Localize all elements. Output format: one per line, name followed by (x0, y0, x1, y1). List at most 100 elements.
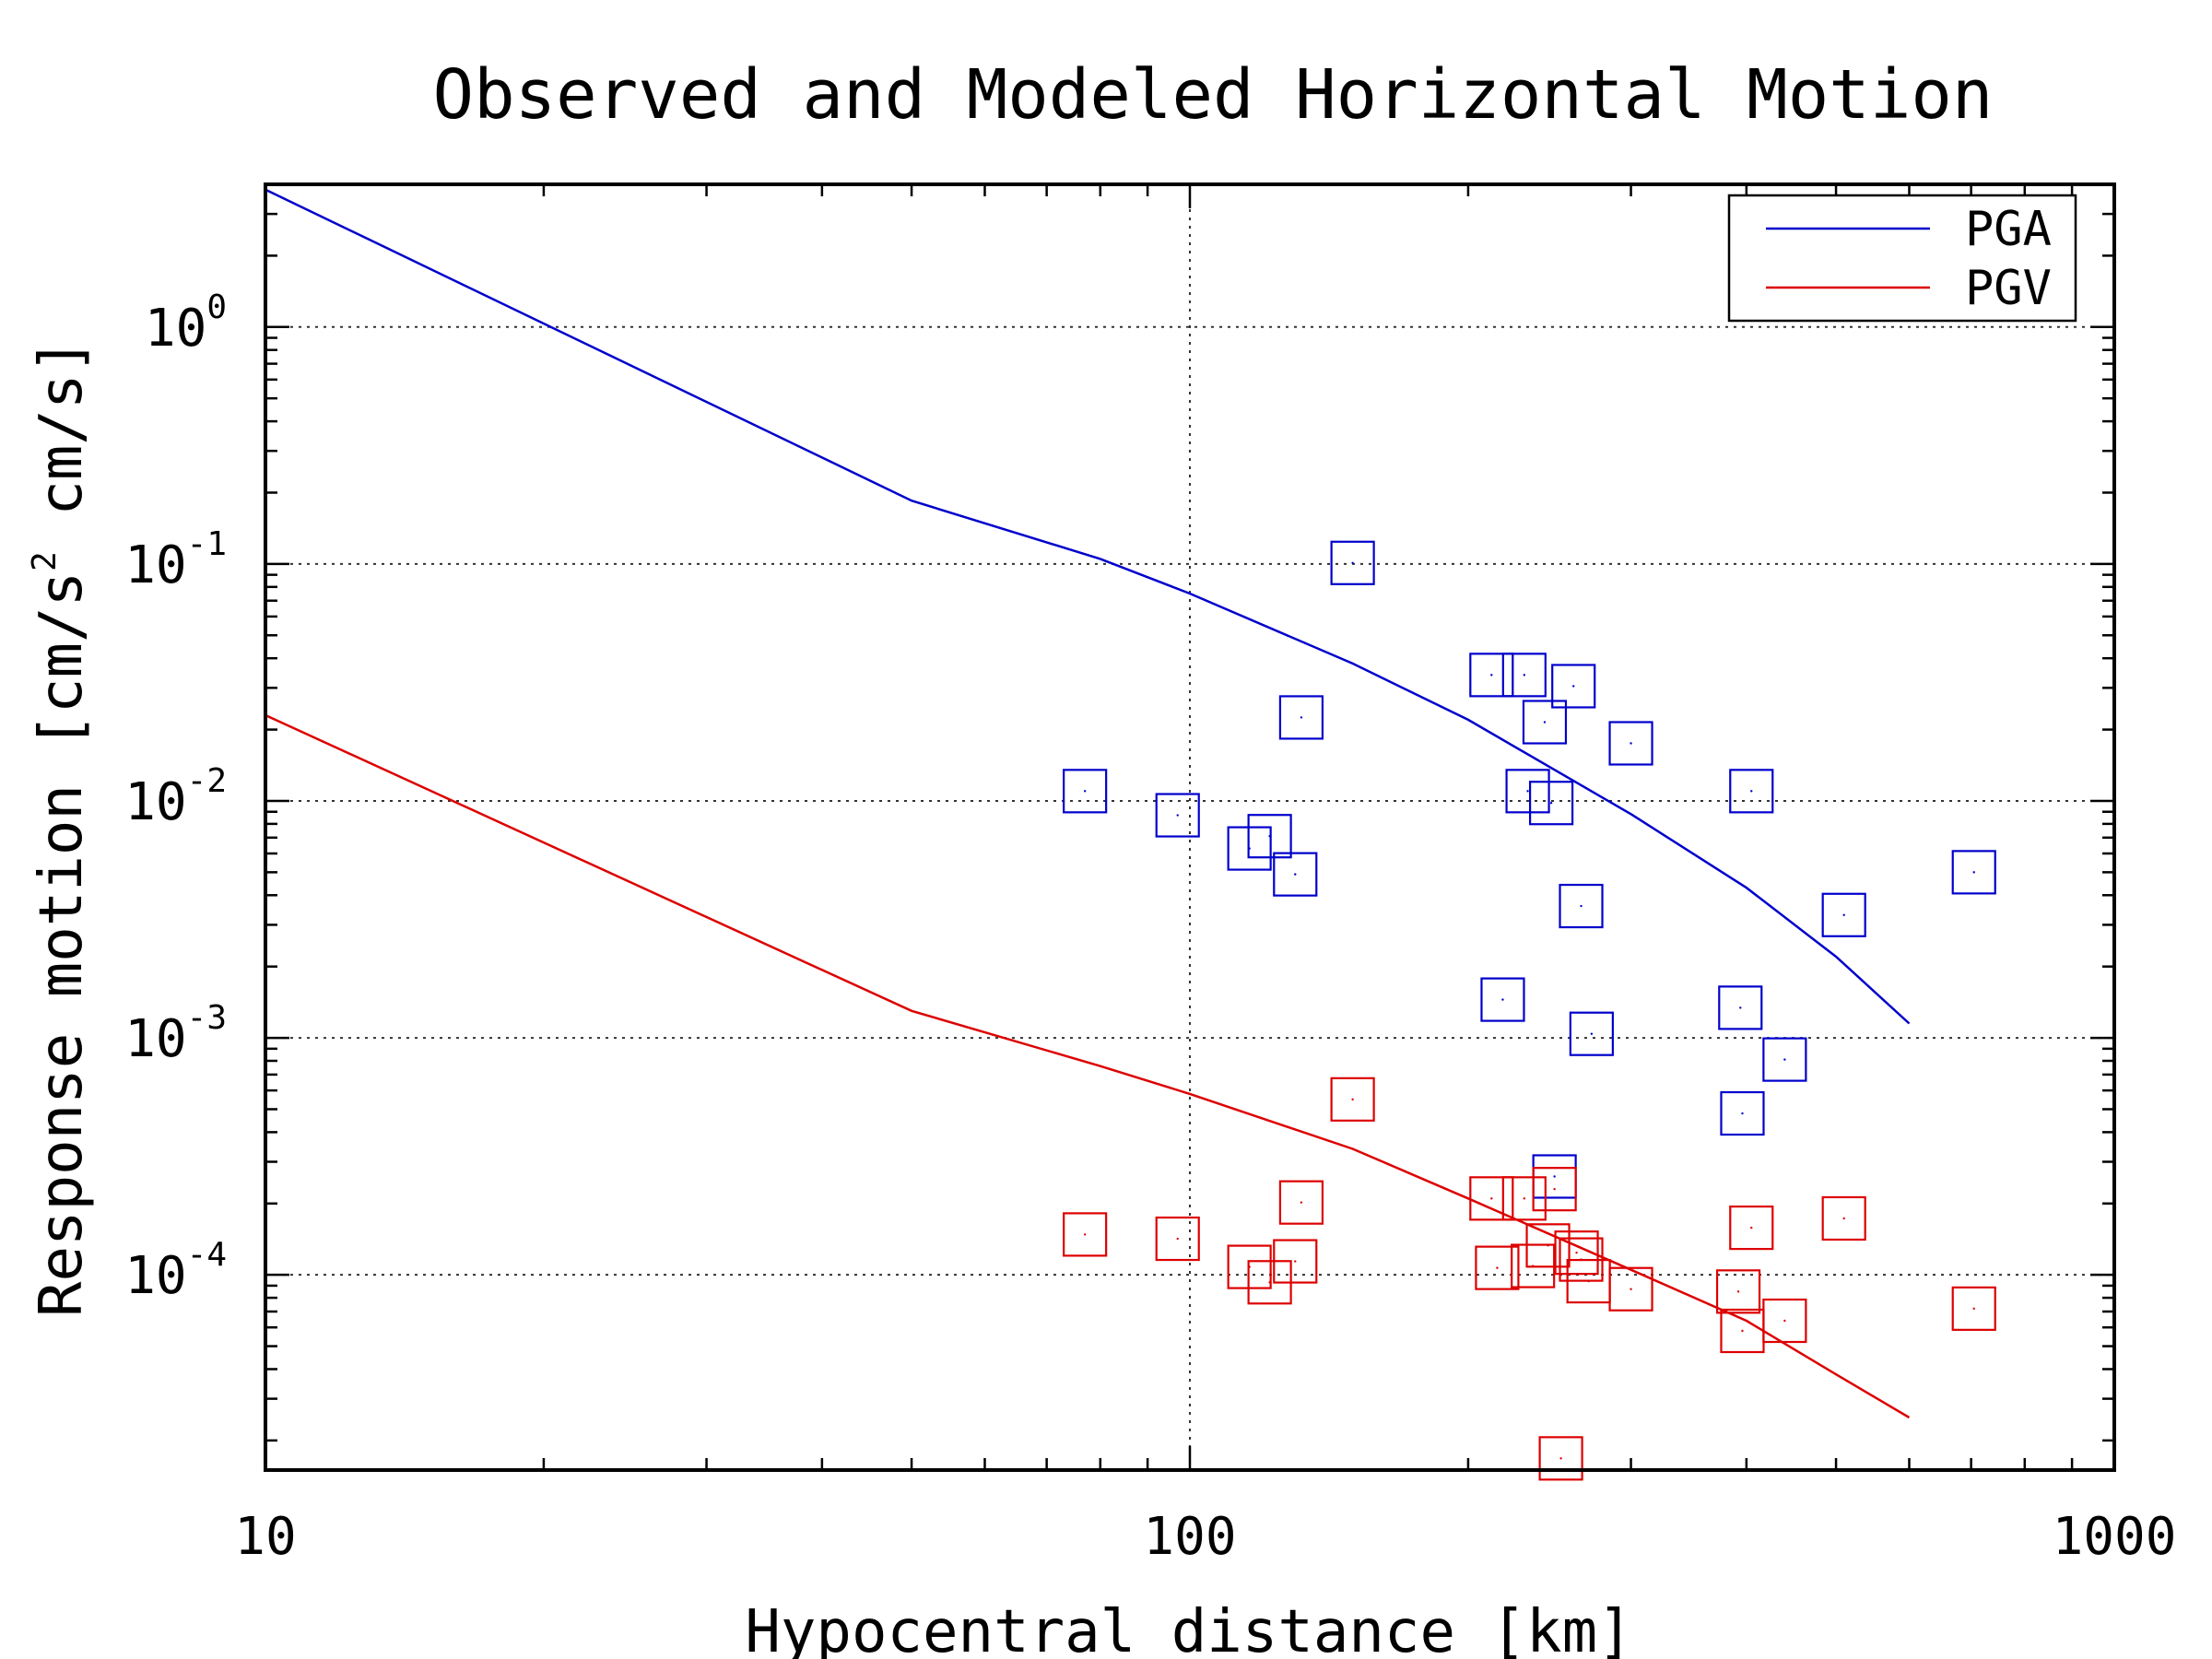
y-axis-label-unit: cm/s] (28, 338, 96, 551)
data-point-marker (1501, 1176, 1547, 1221)
data-point-marker (1522, 700, 1568, 745)
y-tick-base: 10 (124, 772, 186, 832)
y-tick-base: 10 (145, 299, 206, 359)
data-point-dot (1553, 1175, 1556, 1178)
y-tick-exponent: 0 (206, 288, 227, 326)
data-point-dot (1083, 1233, 1087, 1236)
data-point-marker (1569, 1011, 1614, 1056)
data-point-dot (1842, 1217, 1845, 1220)
data-point-dot (1496, 1266, 1499, 1269)
y-tick-base: 10 (124, 1246, 186, 1306)
y-tick-base: 10 (124, 535, 186, 595)
y-tick-exponent: -3 (187, 999, 227, 1037)
data-point-dot (1501, 998, 1504, 1001)
data-point-marker (1762, 1298, 1807, 1344)
data-point-dot (1630, 742, 1632, 745)
data-point-dot (1294, 873, 1297, 876)
data-point-dot (1083, 790, 1087, 793)
y-tick-exponent: -1 (187, 525, 227, 563)
legend-label-pga: PGA (1965, 202, 2052, 257)
data-point-dot (1559, 1457, 1562, 1460)
data-point-marker (1762, 1037, 1807, 1082)
y-axis-label-exponent: 2 (26, 551, 64, 571)
data-point-dot (1590, 1032, 1594, 1035)
data-point-marker (1330, 1077, 1375, 1122)
chart-title: Observed and Modeled Horizontal Motion (433, 55, 1994, 135)
data-point-dot (1351, 1098, 1354, 1101)
data-point-dot (1572, 685, 1575, 688)
y-tick-label: 100 (145, 288, 227, 359)
data-point-marker (1278, 695, 1324, 740)
data-point-marker (1729, 769, 1774, 814)
data-point-dot (1300, 716, 1303, 719)
data-point-marker (1559, 883, 1604, 929)
y-tick-exponent: -4 (187, 1236, 227, 1274)
data-point-dot (1972, 1307, 1975, 1311)
data-point-dot (1490, 1197, 1493, 1200)
data-point-dot (1268, 1281, 1271, 1284)
legend-label-pgv: PGV (1965, 261, 2052, 316)
data-point-dot (1741, 1112, 1744, 1115)
data-point-dot (1575, 1251, 1578, 1254)
data-point-dot (1176, 814, 1179, 817)
data-point-dot (1972, 871, 1975, 874)
y-tick-label: 10-2 (124, 762, 227, 832)
data-point-dot (1523, 1197, 1526, 1200)
data-point-dot (1587, 1279, 1590, 1283)
gridlines (265, 184, 2114, 1470)
data-point-dot (1750, 790, 1753, 793)
y-tick-label: 10-1 (124, 525, 227, 595)
y-tick-label: 10-3 (124, 999, 227, 1069)
data-point-dot (1553, 1187, 1556, 1191)
data-point-dot (1739, 1006, 1742, 1009)
data-point-dot (1750, 1226, 1753, 1230)
data-point-marker (1720, 1090, 1765, 1136)
data-point-marker (1729, 1206, 1774, 1251)
data-point-marker (1273, 1239, 1318, 1284)
data-point-dot (1549, 802, 1553, 805)
data-point-marker (1155, 1216, 1200, 1262)
data-point-marker (1718, 985, 1763, 1030)
legend: PGA PGV (1727, 194, 2077, 323)
data-point-marker (1273, 852, 1318, 897)
data-point-dot (1543, 721, 1547, 724)
data-point-dot (1490, 674, 1493, 677)
x-tick-label: 1000 (2053, 1507, 2177, 1567)
data-point-marker (1155, 793, 1200, 838)
data-point-dot (1783, 1319, 1786, 1323)
data-point-marker (1529, 781, 1574, 826)
data-point-dot (1268, 835, 1271, 838)
data-point-marker (1505, 769, 1550, 814)
data-point-dot (1176, 1237, 1179, 1241)
y-axis-label: Response motion [cm/s2 cm/s] (26, 338, 96, 1317)
data-point-dot (1741, 1329, 1744, 1333)
data-point-marker (1480, 977, 1525, 1022)
data-point-marker (1715, 1269, 1761, 1314)
data-point-marker (1554, 1230, 1599, 1276)
data-point-dot (1630, 1288, 1632, 1290)
data-point-marker (1951, 850, 1996, 895)
data-point-marker (1608, 1266, 1653, 1312)
data-point-dot (1736, 1290, 1740, 1293)
data-point-marker (1475, 1245, 1520, 1290)
data-point-marker (1538, 1436, 1583, 1481)
data-point-marker (1821, 892, 1866, 937)
series-line-pgv (265, 713, 1911, 1419)
y-tick-label: 10-4 (124, 1236, 227, 1306)
data-point-dot (1294, 1260, 1297, 1263)
data-point-marker (1063, 1212, 1108, 1257)
data-point-dot (1783, 1058, 1786, 1061)
series-lines (265, 188, 1911, 1419)
y-axis-label-main: Response motion [cm/s (28, 571, 96, 1317)
data-point-marker (1330, 540, 1375, 585)
x-axis-label: Hypocentral distance [km] (745, 1598, 1632, 1659)
data-point-dot (1523, 674, 1526, 677)
y-tick-exponent: -2 (187, 762, 227, 800)
legend-box (1727, 194, 2077, 323)
data-point-marker (1063, 769, 1108, 814)
data-point-marker (1608, 721, 1653, 766)
data-point-marker (1501, 653, 1547, 698)
x-tick-label: 100 (1143, 1507, 1236, 1567)
